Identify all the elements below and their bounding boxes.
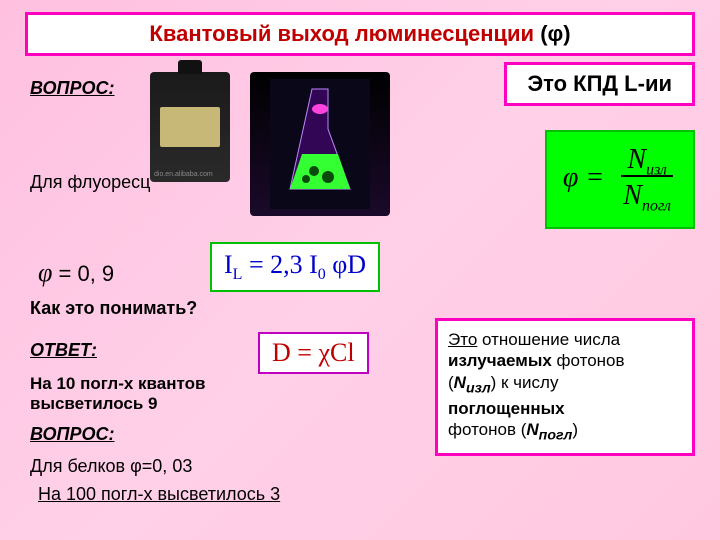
formula-il: IL = 2,3 I0 φD: [210, 242, 380, 292]
protein-answer: На 100 погл-х высветилось 3: [38, 484, 280, 505]
phi-left: φ =: [563, 162, 604, 193]
how-to-understand: Как это понимать?: [30, 298, 197, 319]
title-main: Квантовый выход люминесценции: [149, 21, 540, 46]
formula-phi: φ = Nизл Nпогл: [545, 130, 695, 229]
phi-fraction: Nизл Nпогл: [617, 144, 677, 215]
ratio-definition-box: Это отношение числа излучаемых фотонов (…: [435, 318, 695, 456]
bottle-watermark: dio.en.alibaba.com: [154, 171, 213, 178]
question-1-label: ВОПРОС:: [30, 78, 115, 99]
phi-value-text: = 0, 9: [52, 261, 114, 286]
phi-denominator: Nпогл: [617, 180, 677, 211]
question-2-label: ВОПРОС:: [30, 424, 115, 445]
kpd-box: Это КПД L-ии: [504, 62, 695, 106]
formula-d: D = χCl: [258, 332, 369, 374]
title-bar: Квантовый выход люминесценции (φ): [25, 12, 695, 56]
fluorescein-text: Для флуоресц: [30, 172, 150, 193]
answer-text: На 10 погл-х квантов высветилось 9: [30, 374, 290, 415]
answer-label: ОТВЕТ:: [30, 340, 97, 361]
ratio-this: Это: [448, 330, 477, 349]
phi-value: φ = 0, 9: [38, 258, 114, 288]
phi-numerator: Nизл: [621, 144, 673, 177]
title-paren: (φ): [540, 21, 570, 46]
flask-svg: [270, 79, 370, 209]
bottle-image: dio.en.alibaba.com: [150, 72, 230, 182]
protein-text: Для белков φ=0, 03: [30, 456, 192, 477]
flask-image: [250, 72, 390, 216]
phi-symbol: φ: [38, 258, 52, 287]
bottle-label: [160, 107, 220, 147]
